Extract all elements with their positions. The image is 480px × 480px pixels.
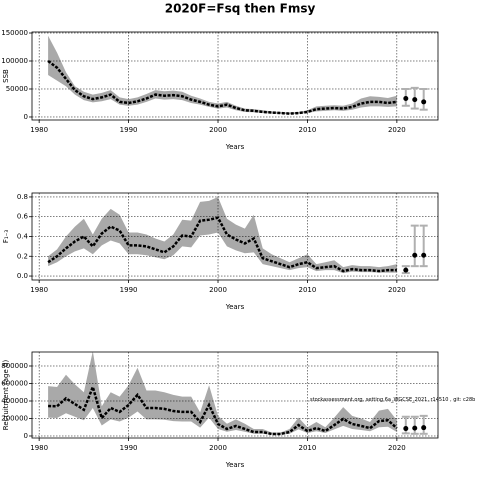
- confidence-band: [48, 35, 397, 115]
- x-tick-label: 2010: [299, 286, 317, 294]
- x-tick-label: 2010: [299, 444, 317, 452]
- x-axis-label: Years: [225, 303, 245, 311]
- plot-frame: [31, 31, 439, 121]
- x-tick-label: 2010: [299, 126, 317, 134]
- y-tick-label: 100000: [1, 57, 28, 65]
- x-tick-label: 1980: [30, 126, 48, 134]
- forecast-point: [412, 425, 418, 431]
- x-tick-label: 2020: [388, 286, 406, 294]
- forecast-point: [403, 96, 409, 102]
- x-tick-label: 1990: [120, 286, 138, 294]
- y-tick-label: 0.2: [17, 252, 28, 260]
- x-tick-label: 1990: [120, 126, 138, 134]
- y-tick-label: 0.8: [17, 193, 28, 201]
- y-tick-label: 0.4: [17, 233, 29, 241]
- forecast-point: [421, 99, 427, 105]
- x-tick-label: 1990: [120, 444, 138, 452]
- y-tick-label: 200000: [1, 414, 28, 422]
- x-tick-label: 2000: [209, 126, 227, 134]
- estimate-line: [47, 59, 398, 115]
- estimate-line: [47, 216, 397, 273]
- plot-area: [32, 32, 438, 120]
- forecast-point: [412, 252, 418, 258]
- x-tick-label: 2020: [388, 444, 406, 452]
- y-tick-label: 0: [24, 113, 28, 121]
- forecast-point: [421, 252, 427, 258]
- annotation: stockassessment.org, setting 6a_WGCSE_20…: [310, 397, 475, 403]
- y-tick-label: 50000: [6, 85, 28, 93]
- y-tick-label: 0: [24, 432, 28, 440]
- y-tick-label: 150000: [1, 29, 28, 37]
- forecast-point: [412, 97, 418, 103]
- estimate-line: [48, 383, 398, 436]
- forecast-point: [421, 425, 427, 431]
- y-axis-label: Recruitment (age 0): [2, 360, 10, 431]
- y-tick-label: 0.0: [17, 272, 28, 280]
- x-tick-label: 2000: [209, 444, 227, 452]
- forecast-point: [403, 426, 409, 432]
- confidence-band: [48, 352, 397, 435]
- y-tick-label: 400000: [1, 397, 28, 405]
- y-tick-label: 600000: [1, 379, 28, 387]
- confidence-band: [48, 196, 397, 274]
- x-axis-label: Years: [225, 143, 245, 151]
- x-tick-label: 1980: [30, 286, 48, 294]
- y-axis-label: F₁₋₃: [2, 230, 10, 244]
- x-tick-label: 2000: [209, 286, 227, 294]
- y-tick-label: 800000: [1, 362, 28, 370]
- plot-frame: [31, 351, 439, 439]
- x-axis-label: Years: [225, 461, 245, 469]
- y-tick-label: 0.6: [17, 213, 29, 221]
- x-tick-label: 1980: [30, 444, 48, 452]
- plot-area: [32, 193, 438, 280]
- plot-area: [32, 352, 438, 438]
- x-tick-label: 2020: [388, 126, 406, 134]
- chart-title: 2020F=Fsq then Fmsy: [165, 2, 316, 16]
- forecast-point: [403, 267, 409, 273]
- y-axis-label: SSB: [2, 69, 10, 83]
